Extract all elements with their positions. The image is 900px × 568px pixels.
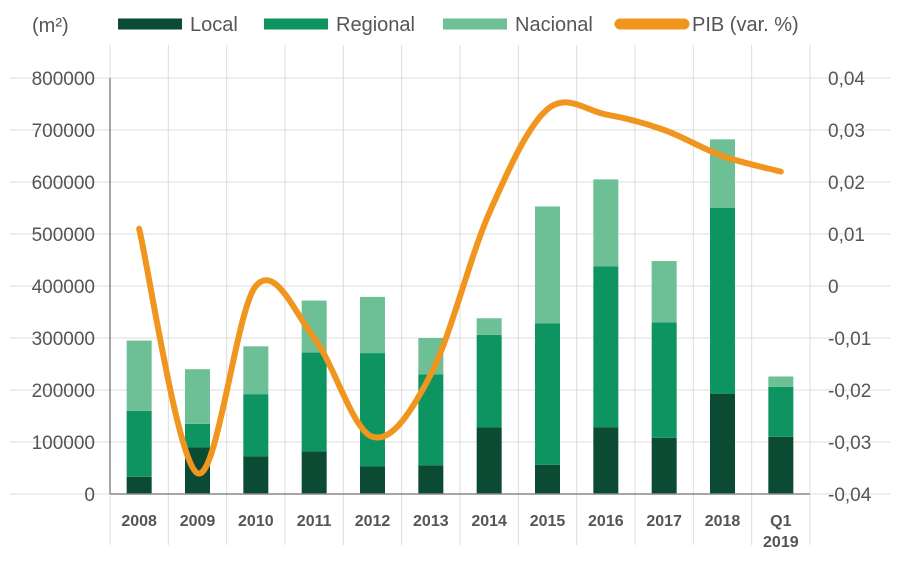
bar-regional bbox=[302, 353, 327, 452]
y-left-tick-label: 200000 bbox=[32, 381, 95, 402]
x-tick-label: 2012 bbox=[355, 513, 391, 530]
y-right-tick-label: -0,04 bbox=[828, 485, 872, 506]
bar-nacional bbox=[127, 341, 152, 411]
x-tick-label: 2017 bbox=[646, 513, 682, 530]
bar-regional bbox=[710, 208, 735, 394]
x-tick-label: 2014 bbox=[471, 513, 507, 530]
y-left-tick-label: 400000 bbox=[32, 277, 95, 298]
y-right-tick-label: 0,04 bbox=[828, 69, 865, 90]
legend: (m²) Local Regional Nacional PIB (var. %) bbox=[32, 14, 799, 37]
x-tick-label: Q1 bbox=[770, 513, 791, 530]
bar-nacional bbox=[243, 346, 268, 394]
y-left-tick-label: 700000 bbox=[32, 121, 95, 142]
y-left-tick-label: 0 bbox=[84, 485, 95, 506]
bar-nacional bbox=[360, 297, 385, 353]
x-tick-label: 2016 bbox=[588, 513, 624, 530]
bar-local bbox=[710, 394, 735, 494]
y-left-tick-label: 300000 bbox=[32, 329, 95, 350]
y-unit-label: (m²) bbox=[32, 15, 69, 37]
y-right-tick-label: 0,03 bbox=[828, 121, 865, 142]
bar-local bbox=[593, 427, 618, 494]
y-left-tick-label: 800000 bbox=[32, 69, 95, 90]
legend-label-regional: Regional bbox=[336, 14, 415, 36]
bar-local bbox=[768, 437, 793, 494]
y-right-tick-label: 0,01 bbox=[828, 225, 865, 246]
bar-nacional bbox=[593, 179, 618, 266]
bar-local bbox=[243, 457, 268, 494]
y-right-tick-label: -0,02 bbox=[828, 381, 871, 402]
bar-nacional bbox=[535, 206, 560, 323]
legend-label-local: Local bbox=[190, 14, 238, 36]
y-right-tick-label: -0,01 bbox=[828, 329, 871, 350]
x-tick-label: 2018 bbox=[705, 513, 741, 530]
y-right-tick-label: 0,02 bbox=[828, 173, 865, 194]
bar-nacional bbox=[477, 318, 502, 335]
bar-regional bbox=[593, 266, 618, 427]
legend-label-nacional: Nacional bbox=[515, 14, 593, 36]
bar-local bbox=[652, 438, 677, 494]
bar-local bbox=[302, 451, 327, 494]
bar-local bbox=[477, 427, 502, 494]
bar-local bbox=[360, 466, 385, 494]
x-tick-label: 2010 bbox=[238, 513, 274, 530]
bar-nacional bbox=[185, 369, 210, 424]
bar-nacional bbox=[652, 261, 677, 322]
bar-regional bbox=[652, 322, 677, 437]
y-right-tick-label: 0 bbox=[828, 277, 839, 298]
bar-local bbox=[418, 465, 443, 494]
y-left-tick-label: 500000 bbox=[32, 225, 95, 246]
bar-regional bbox=[127, 411, 152, 477]
x-tick-label: 2008 bbox=[121, 513, 157, 530]
legend-label-pib-var: PIB (var. %) bbox=[692, 14, 799, 36]
bar-local bbox=[535, 465, 560, 494]
y-right-tick-label: -0,03 bbox=[828, 433, 871, 454]
bar-regional bbox=[768, 387, 793, 437]
x-tick-label: 2013 bbox=[413, 513, 449, 530]
bar-regional bbox=[243, 394, 268, 456]
y-left-tick-label: 100000 bbox=[32, 433, 95, 454]
bar-local bbox=[127, 477, 152, 494]
bar-regional bbox=[535, 323, 560, 464]
bar-regional bbox=[185, 424, 210, 447]
y-left-tick-label: 600000 bbox=[32, 173, 95, 194]
bar-nacional bbox=[768, 376, 793, 386]
x-tick-label: 2015 bbox=[530, 513, 566, 530]
x-tick-label: 2019 bbox=[763, 534, 799, 551]
bar-regional bbox=[477, 335, 502, 428]
x-tick-label: 2009 bbox=[180, 513, 216, 530]
bar-regional bbox=[360, 353, 385, 466]
x-tick-label: 2011 bbox=[297, 513, 332, 530]
